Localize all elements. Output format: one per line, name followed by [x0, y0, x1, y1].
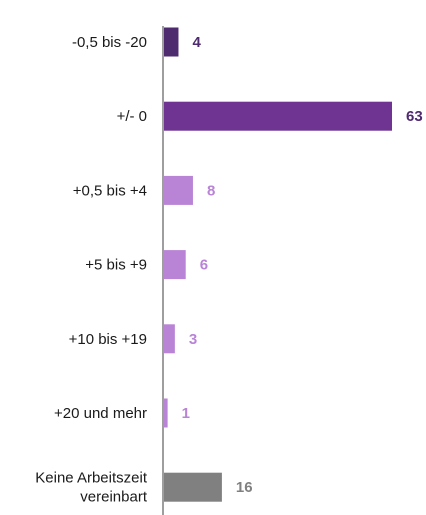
bar-2 — [164, 175, 193, 205]
value-label-5: 1 — [182, 405, 190, 422]
category-label-4: +10 bis +19 — [69, 331, 147, 348]
category-label-1: +/- 0 — [117, 108, 147, 125]
category-labels-group: -0,5 bis -20 +/- 0 +0,5 bis +4 +5 bis +9 +10… — [35, 34, 148, 506]
bar-3 — [164, 250, 186, 280]
category-label-3: +5 bis +9 — [85, 257, 147, 274]
category-label-5: +20 und mehr — [54, 405, 147, 422]
value-label-3: 6 — [200, 257, 208, 274]
value-label-4: 3 — [189, 331, 197, 348]
bar-5 — [164, 398, 168, 428]
value-label-6: 16 — [236, 479, 253, 496]
category-label-2: +0,5 bis +4 — [73, 182, 147, 199]
bar-6 — [164, 472, 222, 502]
category-label-0: -0,5 bis -20 — [72, 34, 147, 51]
value-label-1: 63 — [406, 108, 423, 125]
bar-0 — [164, 27, 179, 57]
value-label-0: 4 — [192, 34, 201, 51]
bar-1 — [164, 101, 392, 131]
value-label-2: 8 — [207, 182, 215, 199]
bars-group — [164, 27, 392, 502]
category-label-6: Keine Arbeitszeit vereinbart — [35, 470, 148, 506]
bar-4 — [164, 324, 175, 354]
